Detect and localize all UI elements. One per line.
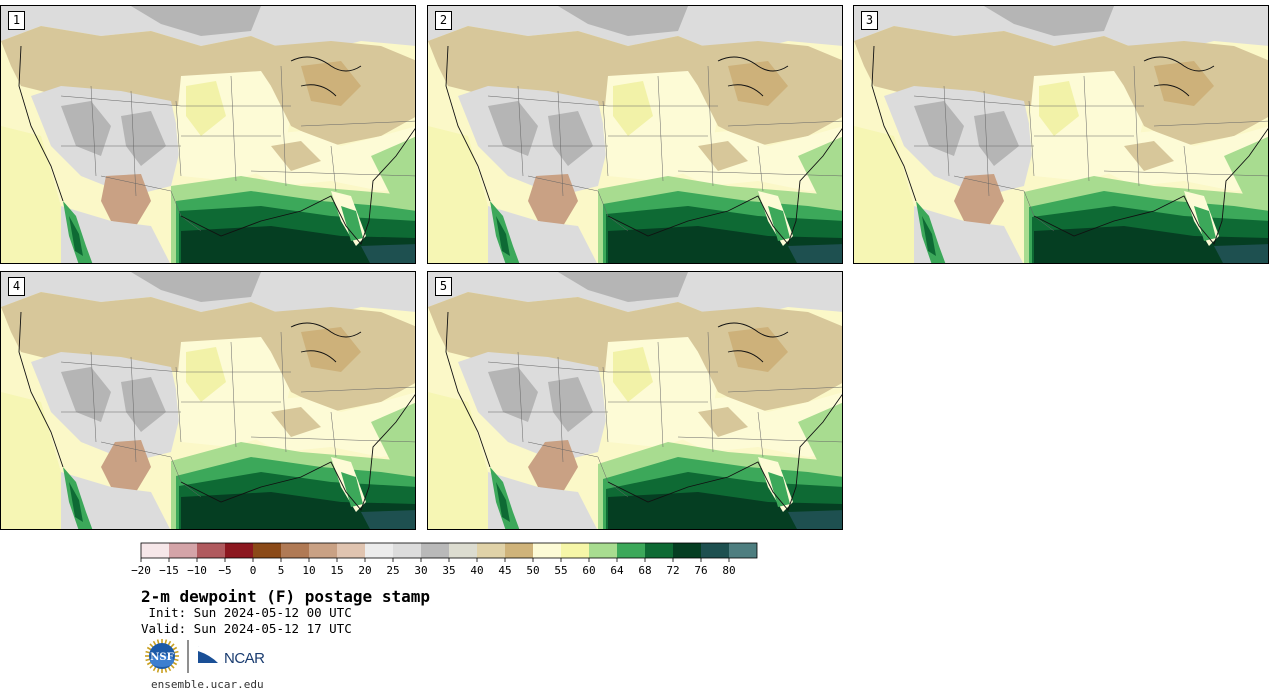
colorbar-bin: [197, 543, 225, 558]
colorbar-bin: [645, 543, 673, 558]
postage-stamp-member-3[interactable]: 3: [853, 5, 1269, 264]
colorbar-tick-label: −5: [218, 564, 231, 577]
dewpoint-map: [428, 272, 842, 529]
colorbar-bin: [253, 543, 281, 558]
nsf-logo: NSF: [145, 639, 179, 673]
colorbar-tick-label: −15: [159, 564, 179, 577]
colorbar-bin: [729, 543, 757, 558]
colorbar-tick-label: 64: [610, 564, 624, 577]
colorbar-bin: [225, 543, 253, 558]
dewpoint-map: [1, 272, 415, 529]
member-label: 5: [435, 277, 452, 296]
colorbar: −20 −15 −10 −5 0 5 10 15 20 25 30 35 40 45 50 55 60 64 68 7…: [131, 542, 758, 577]
colorbar-bin: [505, 543, 533, 558]
colorbar-tick-label: 55: [554, 564, 567, 577]
colorbar-tick-label: 45: [498, 564, 511, 577]
colorbar-tick-label: 76: [694, 564, 707, 577]
colorbar-bin: [701, 543, 729, 558]
member-label: 3: [861, 11, 878, 30]
colorbar-bin: [421, 543, 449, 558]
ncar-logo: NCAR: [198, 646, 266, 667]
colorbar-tick-label: 60: [582, 564, 595, 577]
colorbar-bin: [589, 543, 617, 558]
postage-stamp-member-2[interactable]: 2: [427, 5, 843, 264]
colorbar-tick-label: 5: [278, 564, 285, 577]
ncar-logo-text: NCAR: [224, 650, 265, 667]
colorbar-tick-label: 35: [442, 564, 455, 577]
colorbar-tick-label: −10: [187, 564, 207, 577]
colorbar-bin: [141, 543, 169, 558]
colorbar-bin: [533, 543, 561, 558]
colorbar-bin: [309, 543, 337, 558]
colorbar-bin: [561, 543, 589, 558]
colorbar-tick-label: −20: [131, 564, 151, 577]
member-label: 2: [435, 11, 452, 30]
colorbar-bin: [449, 543, 477, 558]
init-time: Init: Sun 2024-05-12 00 UTC: [141, 605, 352, 620]
member-label: 4: [8, 277, 25, 296]
colorbar-bin: [281, 543, 309, 558]
colorbar-bin: [365, 543, 393, 558]
colorbar-tick-label: 15: [330, 564, 343, 577]
colorbar-bin: [337, 543, 365, 558]
colorbar-tick-label: 0: [250, 564, 257, 577]
website-link[interactable]: ensemble.ucar.edu: [151, 678, 264, 691]
nsf-logo-text: NSF: [150, 652, 173, 663]
colorbar-tick-label: 10: [302, 564, 315, 577]
dewpoint-map: [854, 6, 1268, 263]
dewpoint-map: [1, 6, 415, 263]
logos: NSF NCAR: [145, 639, 266, 673]
member-label: 1: [8, 11, 25, 30]
colorbar-tick-label: 80: [722, 564, 735, 577]
colorbar-bin: [617, 543, 645, 558]
colorbar-bin: [477, 543, 505, 558]
colorbar-tick-label: 50: [526, 564, 539, 577]
colorbar-bin: [673, 543, 701, 558]
colorbar-bin: [393, 543, 421, 558]
colorbar-tick-label: 30: [414, 564, 427, 577]
dewpoint-map: [428, 6, 842, 263]
colorbar-tick-label: 68: [638, 564, 651, 577]
postage-stamp-member-1[interactable]: 1: [0, 5, 416, 264]
colorbar-bin: [169, 543, 197, 558]
colorbar-tick-label: 72: [666, 564, 679, 577]
colorbar-tick-label: 20: [358, 564, 371, 577]
colorbar-tick-label: 25: [386, 564, 399, 577]
figure-title: 2-m dewpoint (F) postage stamp: [141, 587, 430, 606]
colorbar-tick-label: 40: [470, 564, 483, 577]
postage-stamp-member-5[interactable]: 5: [427, 271, 843, 530]
valid-time: Valid: Sun 2024-05-12 17 UTC: [141, 621, 352, 636]
postage-stamp-member-4[interactable]: 4: [0, 271, 416, 530]
